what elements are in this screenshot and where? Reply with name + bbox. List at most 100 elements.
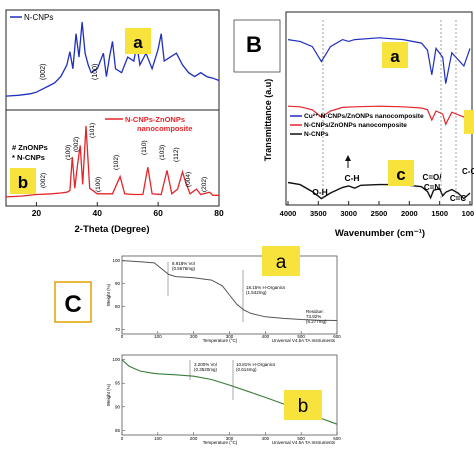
tga-bottom-x-ticks: 0 100 200 300 400 500 600 (121, 432, 341, 441)
ftir-x-tick-label: 1500 (431, 209, 448, 218)
xrd-top-frame (5, 9, 220, 111)
tga-top-x-ticks: 0 100 200 300 400 500 600 (121, 331, 341, 339)
tga-top-x-tick-label: 400 (262, 334, 270, 339)
tga-bottom-x-tick-label: 100 (154, 436, 162, 441)
ftir-letter-box (233, 19, 281, 73)
ftir-legend-composite: N-CNPs/ZnONPs nanocomposite (304, 122, 407, 129)
xrd-legend-red-label-2: nanocomposite (137, 124, 192, 133)
xrd-peak-red-100b: (100) (95, 177, 102, 192)
ftir-ann-cc: C=C (450, 194, 466, 203)
tga-top-x-tick-label: 200 (190, 334, 198, 339)
xrd-x-tick-label: 20 (32, 208, 42, 218)
tga-top-x-tick-label: 500 (297, 334, 305, 339)
xrd-x-tick-label: 80 (214, 208, 224, 218)
tga-bottom-x-tick-label: 400 (262, 436, 270, 441)
ftir-ann-co-2: C-O (462, 167, 474, 176)
tga-tag-a: a (276, 252, 287, 273)
tga-top-y-tick-label: 100 (112, 258, 120, 263)
ftir-x-tick-label: 4000 (280, 209, 297, 218)
tga-top-y-tick-label: 80 (115, 304, 121, 309)
tga-top-ann2-l1: 18.15% H-Organics (246, 285, 286, 290)
xrd-x-axis-label: 2-Theta (Degree) (75, 224, 150, 235)
tga-top-res-l2: 73.92% (306, 314, 321, 319)
tga-top-ann1-l2: (0.5676mg) (172, 266, 196, 271)
tga-top-y-tick-label: 70 (115, 327, 121, 332)
tga-tag-a-box (262, 246, 300, 276)
tga-bottom-y-tick-label: 85 (115, 428, 121, 433)
xrd-peak-red-112: (112) (173, 147, 180, 162)
tga-bottom-x-tick-label: 0 (121, 436, 124, 441)
tga-bottom-y-tick-label: 95 (115, 381, 121, 386)
tga-top-res-l3: (6.277mg) (306, 319, 327, 324)
xrd-x-tick-label: 60 (153, 208, 163, 218)
tga-top-x-label: Temperature (°C) (203, 338, 238, 343)
tga-top-x-tick-label: 0 (121, 334, 124, 339)
ftir-tag-c: c (396, 165, 405, 184)
tga-top-x-tick-label: 100 (154, 334, 162, 339)
xrd-tag-b-box (10, 168, 36, 194)
xrd-peak-red-004: (004) (185, 172, 192, 187)
xrd-x-ticks: 20 40 60 80 (32, 202, 224, 218)
tga-bottom-y-tick-label: 100 (112, 357, 120, 362)
tga-tag-b-box (284, 390, 322, 420)
ftir-ann-ch-arrowhead (345, 155, 351, 161)
xrd-peak-blue-100: (100) (92, 64, 99, 80)
xrd-peak-blue-002: (002) (40, 64, 47, 80)
xrd-legend-zno: # ZnONPs (12, 143, 48, 152)
xrd-series-composite-line (5, 125, 219, 198)
ftir-panel-letter: B (246, 32, 262, 57)
ftir-legend-ncnps: N-CNPs (304, 131, 329, 138)
ftir-ann-oh: O-H (312, 187, 328, 197)
xrd-peak-red-102: (102) (113, 155, 120, 170)
tga-top-plot: Weight (%) 100 90 80 70 0 100 200 300 400 500 600… (106, 246, 341, 343)
ftir-y-axis-label: Transmittance (a.u) (263, 79, 273, 162)
xrd-x-tick-label: 40 (93, 208, 103, 218)
ftir-tag-edge-box (464, 110, 474, 134)
ftir-ann-cn: C=N (424, 183, 440, 192)
ftir-ann-co-1: C=O/ (423, 173, 443, 182)
ftir-x-axis-label: Wavenumber (cm⁻¹) (335, 228, 425, 239)
xrd-legend-cnp: * N-CNPs (12, 153, 45, 162)
xrd-peak-red-100a: (100) (65, 145, 72, 160)
ftir-x-tick-label: 1000 (462, 209, 474, 218)
tga-top-curve (121, 260, 338, 321)
tga-tag-b: b (298, 396, 309, 417)
tga-panel: C Weight (%) 100 90 80 70 0 100 200 300 400 500 6… (54, 246, 341, 445)
ftir-x-tick-label: 3500 (310, 209, 327, 218)
xrd-panel: N-CNPs a (002) (100) N-CNPs-ZnONPs nanoc… (5, 9, 224, 235)
xrd-peak-red-002b: (002) (73, 137, 80, 152)
tga-panel-letter: C (64, 291, 81, 318)
tga-top-y-ticks: 100 90 80 70 (112, 258, 125, 332)
xrd-tag-a-box (125, 28, 151, 54)
tga-bottom-x-tick-label: 600 (333, 436, 341, 441)
xrd-peak-red-002a: (002) (40, 173, 47, 188)
tga-top-ann2-l2: (1.542mg) (246, 290, 267, 295)
tga-bottom-ann2-l2: (0.614mg) (236, 367, 257, 372)
ftir-tag-c-box (388, 160, 414, 186)
tga-bottom-y-tick-label: 90 (115, 404, 121, 409)
ftir-frame (285, 11, 473, 206)
ftir-tag-a: a (390, 47, 400, 66)
tga-bottom-x-tick-label: 200 (190, 436, 198, 441)
tga-bottom-x-tick-label: 300 (226, 436, 234, 441)
xrd-bottom-frame (5, 109, 220, 207)
tga-letter-box (54, 281, 92, 323)
tga-top-x-tick-label: 600 (333, 334, 341, 339)
xrd-legend-blue-label: N-CNPs (24, 13, 53, 22)
tga-bottom-ann1-l2: (0.3520mg) (194, 367, 218, 372)
tga-top-res-l1: Residue: (306, 309, 324, 314)
ftir-legend-cu: Cu²⁺-N-CNPs/ZnONPs nanocomposite (304, 113, 424, 120)
xrd-peak-red-101: (101) (89, 123, 96, 138)
ftir-panel: B Transmittance (a.u) a Cu²⁺-N-CNPs/ZnON… (233, 11, 474, 239)
ftir-ann-ch: C-H (344, 173, 359, 183)
tga-bottom-ann1-l1: 3.200% Vol (194, 362, 217, 367)
tga-bottom-x-tick-label: 500 (297, 436, 305, 441)
xrd-series-ncnps-line (5, 21, 220, 97)
tga-top-y-label: Weight (%) (106, 283, 111, 306)
xrd-tag-b: b (18, 173, 28, 192)
ftir-x-tick-label: 2500 (371, 209, 388, 218)
tga-top-footer: Universal V4.5A TA Instruments (272, 338, 336, 343)
tga-top-y-tick-label: 90 (115, 281, 121, 286)
xrd-legend-red-label-1: N-CNPs-ZnONPs (125, 115, 185, 124)
